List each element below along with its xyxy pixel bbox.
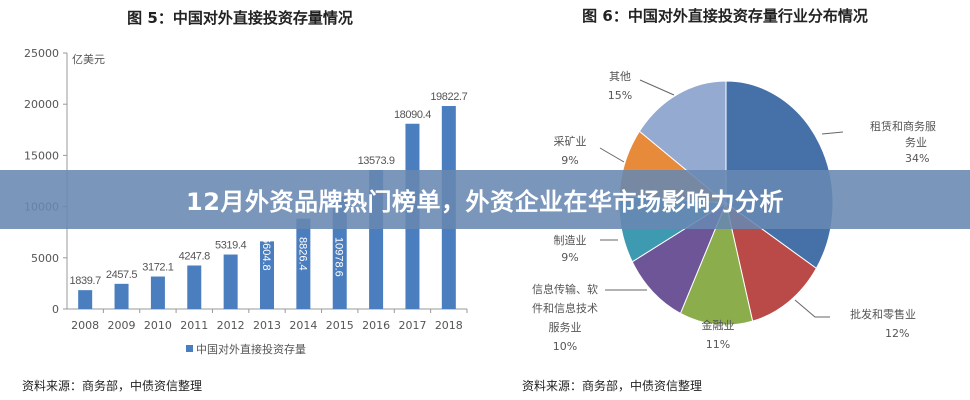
pie-label-line: 服务业 <box>549 321 582 334</box>
pie-pct: 34% <box>905 152 929 165</box>
pie-slice-1 <box>725 201 817 322</box>
pie-label: 其他 15% <box>608 70 632 102</box>
bar-source-note: 资料来源：商务部，中债资信整理 <box>22 378 202 393</box>
x-tick-label: 2018 <box>435 319 463 332</box>
pie-label: 制造业 9% <box>554 233 587 264</box>
data-label: 4247.8 <box>179 251 211 263</box>
headline-text: 12月外资品牌热门榜单，外资企业在华市场影响力分析 <box>186 188 784 216</box>
data-label: 2457.5 <box>106 269 138 281</box>
headline-banner: 12月外资品牌热门榜单，外资企业在华市场影响力分析 <box>0 170 970 229</box>
leader-line <box>821 131 844 135</box>
x-tick-label: 2014 <box>289 319 317 332</box>
leader-line <box>794 299 830 318</box>
pie-label-line: 采矿业 <box>554 135 587 148</box>
pie-pct: 11% <box>706 338 730 351</box>
x-tick-label: 2015 <box>326 319 354 332</box>
y-tick-label: 0 <box>52 303 59 316</box>
data-label: 8826.4 <box>296 237 308 271</box>
data-label: 13573.9 <box>358 155 395 167</box>
x-tick-label: 2013 <box>253 319 281 332</box>
y-tick-label: 15000 <box>24 149 59 162</box>
pie-label-line: 务业 <box>905 136 927 149</box>
legend-swatch <box>186 345 193 352</box>
bar-2012 <box>223 254 238 309</box>
pie-label: 采矿业 9% <box>554 135 587 167</box>
data-label: 19822.7 <box>430 91 467 103</box>
pie-pct: 9% <box>561 251 578 264</box>
legend-label: 中国对外直接投资存量 <box>196 342 306 356</box>
data-label: 3172.1 <box>142 262 174 274</box>
y-tick-label: 20000 <box>24 98 59 111</box>
leader-line <box>639 79 675 96</box>
pie-pct: 10% <box>553 340 577 353</box>
x-tick-label: 2011 <box>180 319 208 332</box>
pie-label: 批发和零售业 12% <box>850 307 916 340</box>
data-label: 1839.7 <box>70 275 102 287</box>
pie-pct: 12% <box>885 327 909 340</box>
pie-label-line: 件和信息技术 <box>532 301 598 315</box>
pie-source-note: 资料来源：商务部，中债资信整理 <box>522 378 702 393</box>
pie-label: 租赁和商务服务业 34% <box>870 119 936 165</box>
bar-2010 <box>150 276 165 309</box>
pie-slice-2 <box>679 201 754 326</box>
data-label: 18090.4 <box>394 109 431 121</box>
bar-2008 <box>78 290 93 309</box>
pie-label: 信息传输、软件和信息技术服务业 10% <box>532 282 598 353</box>
bar-2011 <box>187 265 202 309</box>
bar-chart-title: 图 5：中国对外直接投资存量情况 <box>127 9 353 27</box>
pie-label-line: 信息传输、软 <box>532 282 598 296</box>
x-tick-label: 2016 <box>362 319 390 332</box>
pie-pct: 15% <box>608 89 632 102</box>
bar-2013 <box>260 241 274 309</box>
data-label: 6604.8 <box>260 237 272 271</box>
pie-label-line: 金融业 <box>702 318 735 332</box>
bar-2009 <box>114 283 129 309</box>
bar-2014 <box>296 218 311 309</box>
x-tick-label: 2017 <box>398 319 426 332</box>
pie-slice-3 <box>631 201 728 315</box>
data-label: 10978.6 <box>333 237 345 277</box>
pie-label-line: 租赁和商务服 <box>870 119 936 133</box>
x-tick-label: 2009 <box>108 319 136 332</box>
x-tick-label: 2008 <box>71 319 99 332</box>
pie-label-line: 其他 <box>609 70 631 83</box>
pie-chart-title: 图 6：中国对外直接投资存量行业分布情况 <box>582 7 868 25</box>
pie-label-line: 制造业 <box>554 233 587 247</box>
leader-line <box>599 147 625 163</box>
x-tick-label: 2010 <box>144 319 172 332</box>
pie-pct: 9% <box>561 154 578 167</box>
data-label: 5319.4 <box>215 240 247 252</box>
pie-label-line: 批发和零售业 <box>850 307 916 321</box>
x-tick-label: 2012 <box>217 319 245 332</box>
pie-label: 金融业 11% <box>702 318 735 351</box>
y-tick-label: 5000 <box>31 252 59 265</box>
y-tick-label: 25000 <box>24 47 59 60</box>
y-axis-unit: 亿美元 <box>72 53 105 66</box>
